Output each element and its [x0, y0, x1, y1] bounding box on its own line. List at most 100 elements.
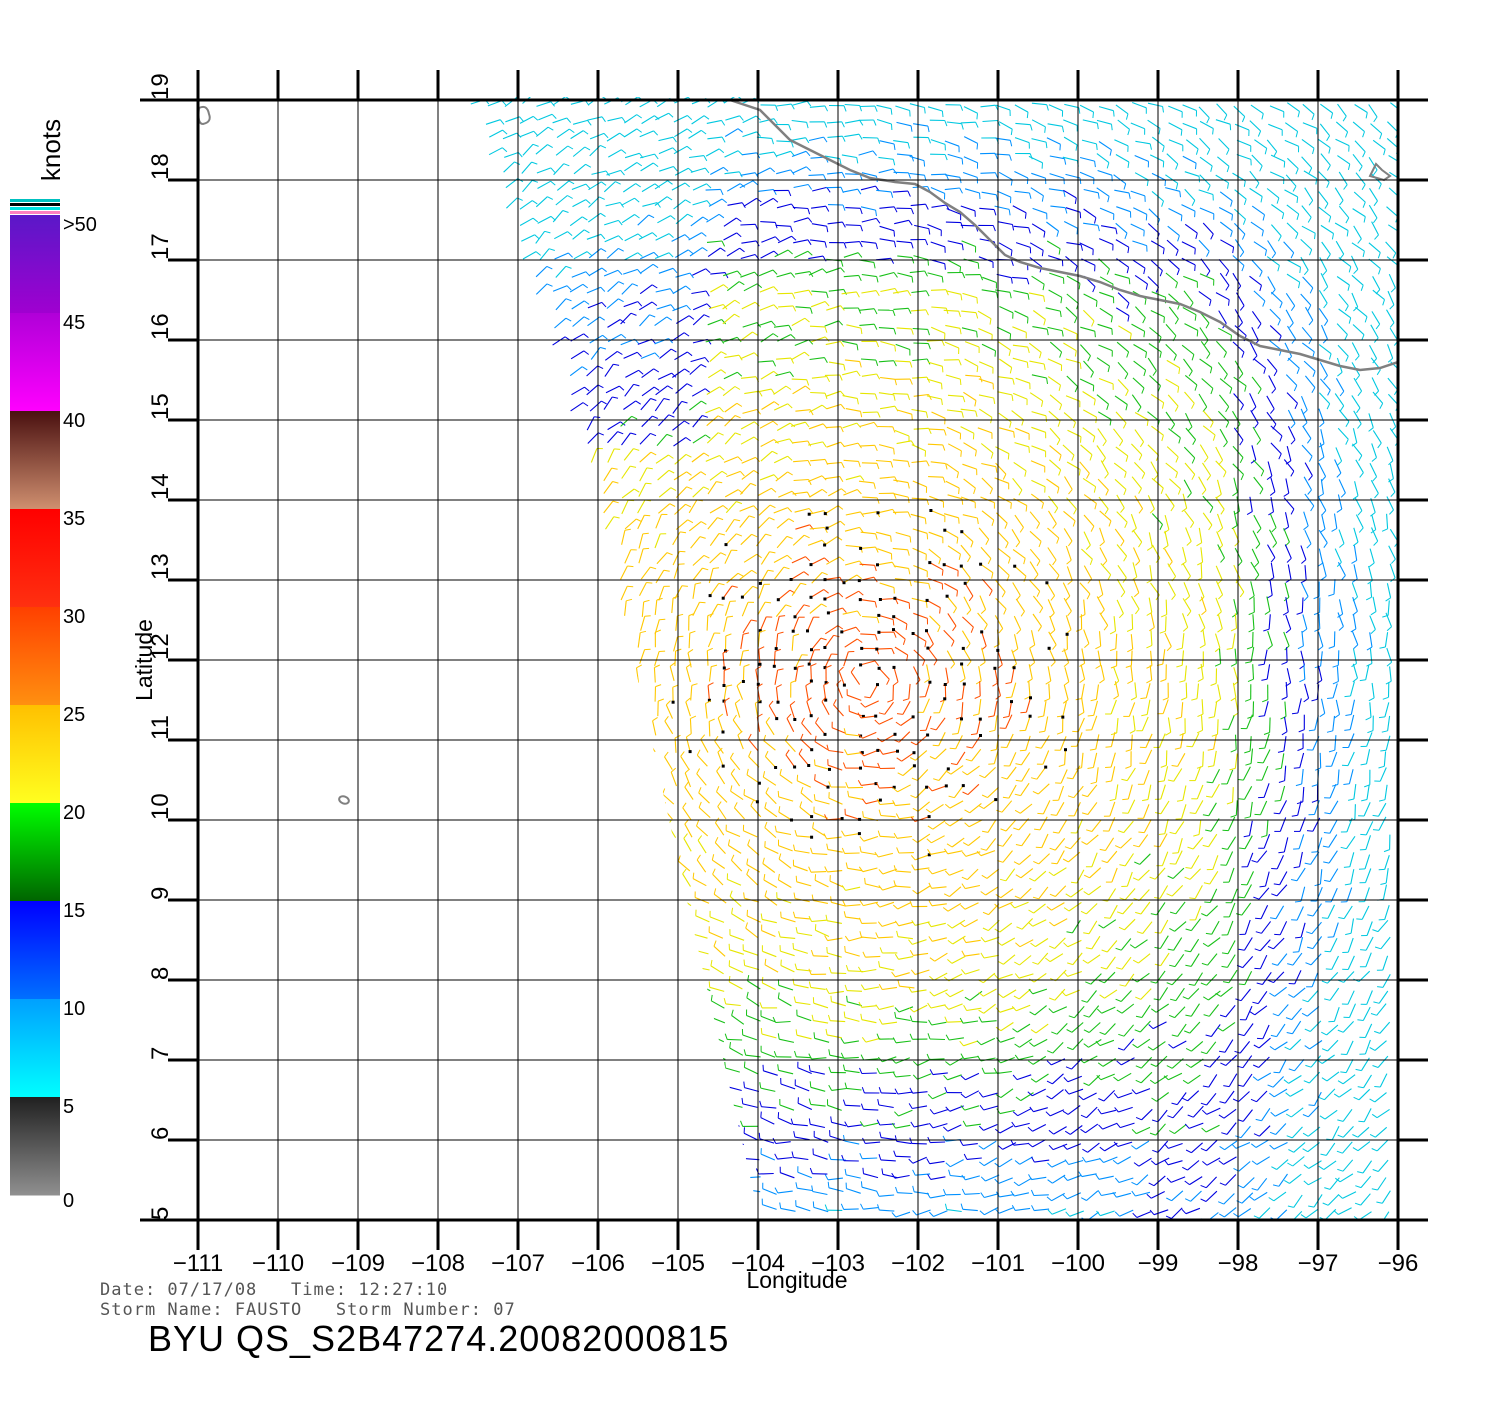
rain-flag-dot	[860, 647, 863, 650]
wind-barb-feather	[739, 282, 744, 285]
wind-barb	[977, 719, 980, 734]
wind-barb	[862, 617, 877, 618]
wind-barb	[673, 286, 686, 294]
wind-barb-feather	[1003, 716, 1009, 717]
wind-barb	[812, 572, 822, 583]
wind-barb	[1092, 716, 1097, 730]
wind-barb-feather	[1098, 193, 1099, 199]
rain-flag-dot	[793, 718, 796, 721]
wind-barb	[1252, 311, 1261, 323]
wind-barb-feather	[839, 593, 843, 597]
wind-barb	[742, 457, 756, 463]
wind-barb	[621, 198, 634, 205]
wind-barb	[929, 549, 941, 558]
wind-barb	[1284, 460, 1294, 472]
wind-barb-feather	[1011, 180, 1012, 186]
wind-barb	[726, 520, 734, 532]
wind-barb-feather	[1144, 331, 1145, 337]
wind-barb	[861, 784, 876, 786]
wind-barb	[780, 951, 794, 956]
rain-flag-dot	[943, 563, 946, 566]
wind-barb	[641, 353, 655, 359]
rain-flag-dot	[876, 683, 879, 686]
wind-barb	[1162, 852, 1167, 866]
wind-barb	[1012, 529, 1020, 542]
wind-barb-feather	[1332, 234, 1333, 240]
wind-barb	[913, 566, 927, 572]
wind-barb-feather	[698, 836, 702, 841]
wind-barb-feather	[1346, 439, 1349, 444]
wind-barb	[1164, 766, 1167, 781]
wind-barb	[1084, 190, 1099, 193]
wind-barb	[863, 412, 878, 413]
wind-barb-feather	[1291, 306, 1294, 311]
wind-barb	[1354, 378, 1362, 391]
wind-barb	[1234, 667, 1238, 681]
wind-barb-feather	[637, 163, 642, 166]
wind-barb	[1132, 395, 1141, 407]
wind-barb-feather	[1197, 730, 1202, 733]
wind-barb	[1122, 957, 1131, 969]
wind-barb	[1059, 786, 1064, 800]
wind-barb	[1321, 273, 1328, 287]
wind-barb-feather	[842, 831, 845, 836]
rain-flag-dot	[1064, 748, 1067, 751]
wind-barb-feather	[1245, 386, 1246, 392]
wind-barb	[1052, 903, 1065, 911]
wind-barb-feather	[796, 876, 797, 882]
wind-barb-feather	[1360, 473, 1364, 478]
wind-barb	[1116, 155, 1129, 163]
wind-barb	[1061, 736, 1067, 750]
wind-barb-feather	[1179, 368, 1180, 374]
wind-barb	[638, 515, 645, 529]
wind-barb	[999, 413, 1011, 422]
wind-barb-feather	[770, 505, 775, 508]
wind-barb	[760, 222, 775, 223]
wind-barb	[674, 200, 686, 209]
wind-barb-feather	[1295, 403, 1298, 409]
wind-barb-feather	[1176, 717, 1182, 719]
wind-barb	[678, 861, 689, 871]
wind-barb	[1092, 820, 1101, 832]
wind-barb-feather	[842, 463, 845, 468]
rain-flag-dot	[777, 598, 780, 601]
wind-barb-feather	[876, 360, 878, 366]
wind-barb-feather	[1227, 648, 1233, 649]
wind-barb	[1016, 378, 1030, 383]
wind-barb	[573, 147, 585, 157]
wind-barb	[1100, 208, 1114, 214]
wind-barb	[1145, 750, 1151, 764]
wind-barb-feather	[1039, 541, 1041, 547]
wind-barb-feather	[1059, 470, 1061, 476]
wind-barb-feather	[1231, 664, 1236, 667]
wind-barb	[967, 766, 979, 775]
wind-barb-feather	[1244, 199, 1246, 205]
wind-barb	[1254, 359, 1266, 368]
wind-barb-feather	[731, 785, 732, 791]
wind-barb	[860, 445, 875, 446]
wind-barb-feather	[1363, 152, 1366, 157]
wind-barb-feather	[770, 552, 776, 553]
wind-barb	[809, 424, 823, 429]
wind-barb-feather	[693, 928, 694, 934]
wind-barb-feather	[911, 126, 912, 132]
wind-barb	[845, 834, 860, 836]
wind-barb	[723, 314, 735, 324]
wind-barb	[589, 268, 602, 276]
wind-barb	[1197, 684, 1198, 699]
wind-barb-feather	[1310, 288, 1313, 293]
wind-barb	[765, 896, 777, 905]
wind-barb	[912, 498, 927, 499]
wind-barb-feather	[1232, 614, 1237, 617]
wind-barb	[1165, 549, 1173, 562]
wind-barb	[740, 651, 743, 666]
wind-barb-feather	[584, 317, 589, 320]
wind-barb	[676, 616, 678, 631]
wind-barb-feather	[1187, 541, 1191, 545]
wind-barb	[623, 184, 635, 192]
wind-barb-feather	[1088, 579, 1092, 584]
wind-barb	[1054, 919, 1067, 926]
wind-barb	[699, 793, 710, 803]
wind-barb	[794, 185, 809, 188]
wind-barb-feather	[1181, 130, 1182, 136]
